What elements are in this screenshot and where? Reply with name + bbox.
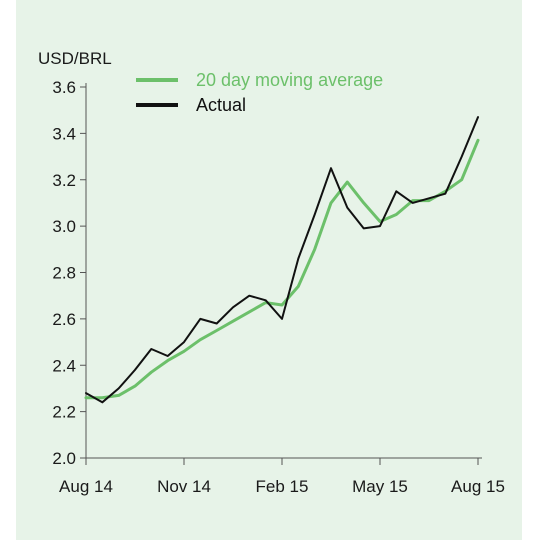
- y-tick-label: 2.4: [52, 356, 76, 375]
- actual-line: [85, 116, 479, 404]
- y-tick-label: 3.2: [52, 171, 76, 190]
- x-tick-label: Aug 15: [451, 477, 505, 496]
- moving-average-line: [84, 138, 480, 400]
- y-tick-label: 3.0: [52, 217, 76, 236]
- y-tick-label: 3.6: [52, 78, 76, 97]
- y-tick-label: 2.6: [52, 310, 76, 329]
- y-tick-label: 3.4: [52, 124, 76, 143]
- y-unit-label: USD/BRL: [38, 49, 112, 68]
- legend: 20 day moving average Actual: [136, 70, 383, 115]
- x-tick-label: Nov 14: [157, 477, 211, 496]
- legend-label: 20 day moving average: [196, 70, 383, 90]
- y-tick-label: 2.8: [52, 264, 76, 283]
- x-tick-label: May 15: [352, 477, 408, 496]
- y-tick-label: 2.2: [52, 403, 76, 422]
- usd-brl-line-chart: USD/BRL 2.0 2.2 2.4 2.6 2.8 3.0 3.2 3.4 3.6 Aug …: [38, 49, 505, 496]
- series-layer: [84, 116, 480, 404]
- y-tick-label: 2.0: [52, 449, 76, 468]
- x-tick-label: Feb 15: [256, 477, 309, 496]
- x-tick-label: Aug 14: [59, 477, 113, 496]
- legend-label: Actual: [196, 95, 246, 115]
- y-axis: 2.0 2.2 2.4 2.6 2.8 3.0 3.2 3.4 3.6: [52, 78, 87, 468]
- chart-panel: USD/BRL 2.0 2.2 2.4 2.6 2.8 3.0 3.2 3.4 3.6 Aug …: [16, 0, 522, 540]
- x-axis: Aug 14 Nov 14 Feb 15 May 15 Aug 15: [59, 457, 505, 496]
